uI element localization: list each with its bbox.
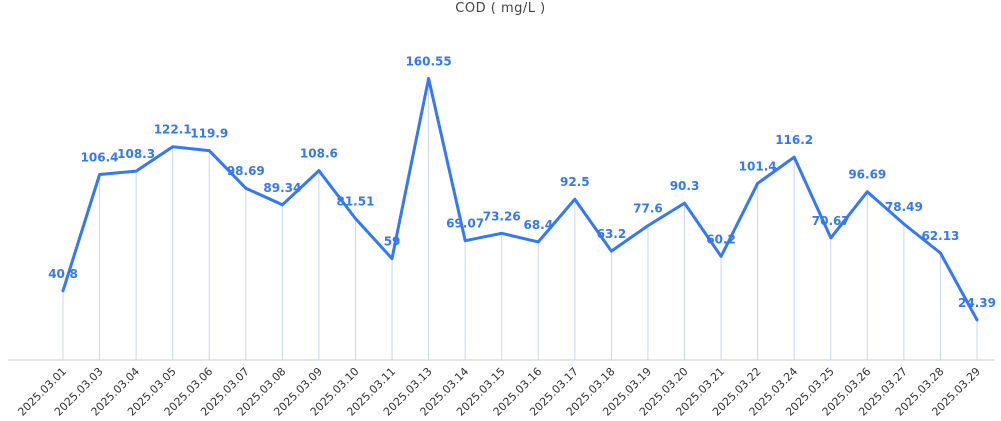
data-label: 78.49 xyxy=(885,200,923,214)
data-label: 70.67 xyxy=(812,214,850,228)
data-label: 92.5 xyxy=(560,175,590,189)
data-label: 90.3 xyxy=(670,179,700,193)
data-label: 59 xyxy=(384,235,401,249)
data-label: 73.26 xyxy=(483,209,521,223)
data-label: 98.69 xyxy=(227,164,265,178)
data-label: 24.39 xyxy=(958,296,996,310)
data-label: 106.4 xyxy=(81,150,119,164)
chart-title: COD ( mg/L ) xyxy=(455,1,546,16)
series-line xyxy=(61,77,979,322)
data-label: 63.2 xyxy=(597,227,627,241)
data-label: 108.6 xyxy=(300,147,338,161)
data-label: 119.9 xyxy=(190,127,228,141)
data-label: 77.6 xyxy=(633,202,663,216)
data-label: 40.8 xyxy=(48,267,78,281)
data-label: 96.69 xyxy=(848,168,886,182)
data-label: 69.07 xyxy=(446,217,484,231)
data-label: 60.2 xyxy=(706,232,736,246)
data-label: 116.2 xyxy=(775,133,813,147)
data-label: 108.3 xyxy=(117,147,155,161)
data-label: 122.1 xyxy=(154,123,192,137)
data-label: 68.4 xyxy=(523,218,553,232)
data-label: 160.55 xyxy=(405,54,451,68)
x-tick-labels: 2025.03.012025.03.032025.03.042025.03.05… xyxy=(15,365,983,419)
data-label: 81.51 xyxy=(336,195,374,209)
data-label: 89.34 xyxy=(263,181,301,195)
data-label: 62.13 xyxy=(921,229,959,243)
drop-lines xyxy=(62,78,978,360)
data-label: 101.4 xyxy=(739,159,777,173)
